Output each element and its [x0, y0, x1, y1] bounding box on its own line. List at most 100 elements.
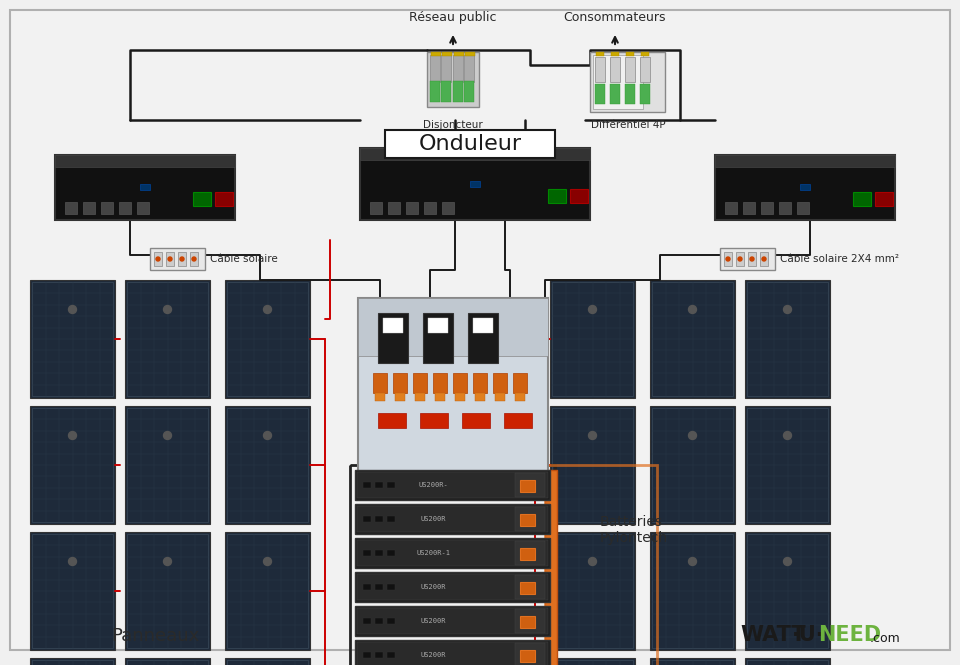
- Bar: [363, 618, 371, 624]
- Bar: [552, 408, 633, 522]
- Bar: [140, 184, 150, 190]
- Bar: [652, 282, 733, 396]
- Bar: [101, 202, 113, 214]
- Bar: [227, 534, 308, 648]
- Bar: [150, 248, 205, 270]
- Bar: [875, 192, 893, 206]
- Bar: [137, 202, 149, 214]
- Bar: [363, 516, 371, 522]
- Circle shape: [783, 557, 791, 565]
- Bar: [385, 130, 555, 158]
- Bar: [30, 280, 115, 398]
- Text: WATT: WATT: [740, 625, 805, 645]
- Bar: [357, 642, 548, 665]
- Bar: [552, 660, 633, 665]
- Circle shape: [688, 305, 697, 313]
- Bar: [363, 550, 371, 556]
- Circle shape: [750, 257, 754, 261]
- Bar: [357, 574, 548, 600]
- Bar: [227, 282, 308, 396]
- Circle shape: [588, 305, 596, 313]
- Bar: [119, 202, 131, 214]
- Circle shape: [192, 257, 196, 261]
- Bar: [166, 252, 174, 266]
- Text: US200R: US200R: [420, 584, 445, 590]
- Bar: [453, 373, 467, 393]
- Bar: [420, 413, 448, 428]
- Bar: [125, 658, 210, 665]
- Bar: [378, 413, 406, 428]
- Bar: [375, 618, 383, 624]
- Bar: [495, 393, 505, 401]
- Circle shape: [588, 557, 596, 565]
- Bar: [625, 57, 635, 82]
- Bar: [32, 408, 113, 522]
- Bar: [215, 192, 233, 206]
- Bar: [442, 202, 454, 214]
- Bar: [725, 202, 737, 214]
- Bar: [225, 406, 310, 524]
- Bar: [747, 408, 828, 522]
- Bar: [550, 280, 635, 398]
- Bar: [515, 541, 545, 565]
- Bar: [515, 643, 545, 665]
- Bar: [473, 373, 487, 393]
- Bar: [760, 252, 768, 266]
- Bar: [611, 52, 619, 56]
- Bar: [520, 616, 535, 628]
- Bar: [552, 534, 633, 648]
- Bar: [797, 202, 809, 214]
- Bar: [513, 373, 527, 393]
- Text: Panneaux: Panneaux: [110, 627, 199, 645]
- Bar: [747, 660, 828, 665]
- Bar: [650, 406, 735, 524]
- Bar: [435, 393, 445, 401]
- Circle shape: [783, 432, 791, 440]
- Bar: [610, 84, 620, 104]
- Bar: [743, 202, 755, 214]
- Text: US200R: US200R: [420, 516, 445, 522]
- Bar: [595, 84, 605, 104]
- Bar: [545, 470, 557, 665]
- Bar: [433, 373, 447, 393]
- Bar: [127, 282, 208, 396]
- Bar: [520, 650, 535, 662]
- Circle shape: [688, 557, 697, 565]
- Bar: [462, 413, 490, 428]
- Bar: [375, 482, 383, 488]
- Bar: [363, 652, 371, 658]
- Circle shape: [263, 305, 272, 313]
- Bar: [464, 81, 474, 102]
- Bar: [378, 313, 408, 363]
- Bar: [30, 658, 115, 665]
- Bar: [413, 373, 427, 393]
- Bar: [227, 408, 308, 522]
- Bar: [610, 57, 620, 82]
- Circle shape: [783, 305, 791, 313]
- Bar: [590, 52, 665, 112]
- Bar: [596, 52, 604, 56]
- Text: Câble solaire 2X4 mm²: Câble solaire 2X4 mm²: [780, 254, 899, 264]
- Bar: [550, 658, 635, 665]
- Circle shape: [738, 257, 742, 261]
- Bar: [355, 572, 550, 602]
- Text: Disjoncteur
tétra: Disjoncteur tétra: [423, 120, 483, 142]
- Bar: [55, 155, 235, 220]
- Bar: [650, 280, 735, 398]
- Bar: [640, 84, 650, 104]
- Bar: [375, 550, 383, 556]
- Bar: [355, 538, 550, 568]
- Bar: [190, 252, 198, 266]
- Bar: [388, 202, 400, 214]
- Bar: [406, 202, 418, 214]
- Bar: [125, 280, 210, 398]
- Bar: [720, 248, 775, 270]
- Bar: [520, 582, 535, 594]
- Bar: [355, 504, 550, 534]
- Bar: [453, 81, 463, 102]
- Bar: [520, 514, 535, 526]
- Bar: [225, 658, 310, 665]
- Bar: [360, 148, 590, 160]
- Circle shape: [180, 257, 184, 261]
- Bar: [470, 181, 480, 187]
